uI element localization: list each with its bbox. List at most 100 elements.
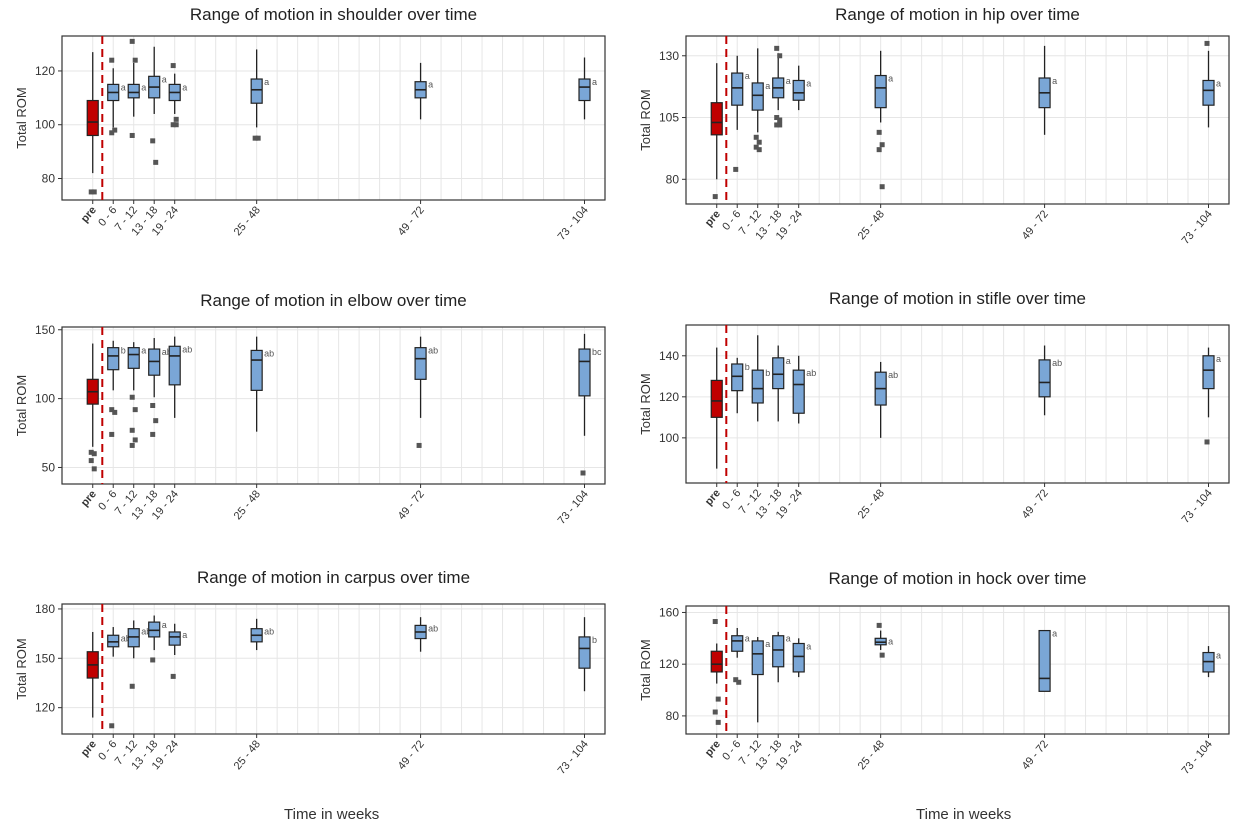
significance-letter: a [1216, 78, 1221, 88]
outlier-point [879, 142, 885, 148]
y-tick-label: 120 [659, 657, 679, 671]
box-iqr [127, 628, 140, 648]
outlier-point [1204, 439, 1210, 445]
x-tick-label: 73 - 104 [556, 488, 591, 527]
box-iqr [148, 621, 161, 638]
x-tick-label: 49 - 72 [1020, 738, 1051, 772]
y-tick-label: 80 [42, 171, 56, 185]
box-iqr [1202, 355, 1215, 390]
outlier-point [91, 451, 97, 457]
outlier-point [129, 683, 135, 689]
y-tick-label: 160 [659, 605, 679, 619]
chart-title: Range of motion in stifle over time [829, 289, 1086, 308]
significance-letter: ab [1052, 358, 1062, 368]
chart-panel: Range of motion in hock over time Total R… [638, 569, 1230, 777]
box-iqr [792, 642, 805, 673]
significance-letter: a [806, 641, 811, 651]
box-iqr [751, 369, 764, 404]
significance-letter: a [141, 82, 146, 92]
significance-letter: a [888, 636, 893, 646]
box-iqr [751, 82, 764, 111]
outlier-point [876, 129, 882, 135]
outlier-point [580, 470, 586, 476]
box-iqr [168, 631, 181, 646]
chart-title: Range of motion in hock over time [829, 569, 1087, 588]
significance-letter: b [592, 635, 597, 645]
significance-letter: a [162, 74, 167, 84]
significance-letter: bc [592, 347, 602, 357]
box-iqr [772, 635, 785, 668]
y-axis-label: Total ROM [638, 89, 653, 150]
box-iqr [731, 635, 744, 652]
outlier-point [129, 442, 135, 448]
significance-letter: ab [264, 348, 274, 358]
significance-letter: a [786, 634, 791, 644]
box-iqr [874, 74, 887, 109]
outlier-point [733, 677, 739, 683]
x-tick-label: 49 - 72 [396, 204, 427, 238]
global-x-axis-label-right: Time in weeks [916, 806, 1012, 823]
x-tick-label: 49 - 72 [396, 488, 427, 522]
outlier-point [774, 122, 780, 128]
box-iqr [1038, 629, 1051, 692]
significance-letter: ab [182, 344, 192, 354]
y-tick-label: 130 [659, 49, 679, 63]
box-iqr [1202, 79, 1215, 106]
box-iqr [710, 102, 723, 136]
outlier-point [255, 135, 261, 141]
outlier-point [712, 619, 718, 625]
significance-letter: ab [888, 370, 898, 380]
box-iqr [578, 78, 591, 102]
outlier-point [109, 57, 115, 63]
outlier-point [91, 466, 97, 472]
outlier-point [777, 122, 783, 128]
outlier-point [112, 127, 118, 133]
outlier-point [879, 652, 885, 658]
significance-letter: a [428, 80, 433, 90]
box-iqr [731, 72, 744, 106]
y-axis-label: Total ROM [14, 375, 29, 436]
outlier-point [153, 418, 159, 424]
outlier-point [129, 38, 135, 44]
x-tick-label: 25 - 48 [232, 204, 263, 238]
box-iqr [792, 369, 805, 414]
outlier-point [774, 45, 780, 51]
outlier-point [129, 427, 135, 433]
plot-frame [61, 326, 606, 485]
outlier-point [109, 431, 115, 437]
outlier-point [132, 57, 138, 63]
outlier-point [170, 673, 176, 679]
outlier-point [150, 657, 156, 663]
box-iqr [731, 363, 744, 392]
significance-letter: b [745, 362, 750, 372]
y-axis-label: Total ROM [14, 87, 29, 148]
chart-title: Range of motion in shoulder over time [190, 5, 477, 24]
outlier-point [132, 437, 138, 443]
box-iqr [751, 640, 764, 676]
x-tick-label: 73 - 104 [556, 738, 591, 777]
y-tick-label: 120 [35, 701, 55, 715]
outlier-point [712, 709, 718, 715]
significance-letter: a [765, 81, 770, 91]
significance-letter: a [786, 356, 791, 366]
outlier-point [150, 431, 156, 437]
x-tick-label: 25 - 48 [856, 738, 887, 772]
outlier-point [129, 132, 135, 138]
outlier-point [777, 117, 783, 123]
significance-letter: ab [806, 368, 816, 378]
y-axis-label: Total ROM [638, 639, 653, 700]
outlier-point [777, 53, 783, 59]
x-tick-label: 49 - 72 [1020, 487, 1051, 521]
outlier-point [132, 407, 138, 413]
x-tick-label: 25 - 48 [232, 488, 263, 522]
x-tick-label: 25 - 48 [232, 738, 263, 772]
plot-frame [61, 35, 606, 201]
y-tick-label: 80 [666, 172, 680, 186]
significance-letter: a [182, 630, 187, 640]
outlier-point [150, 403, 156, 408]
outlier-point [173, 122, 179, 128]
outlier-point [733, 166, 739, 172]
outlier-point [153, 159, 159, 165]
box-iqr [168, 345, 181, 386]
box-iqr [792, 79, 805, 101]
